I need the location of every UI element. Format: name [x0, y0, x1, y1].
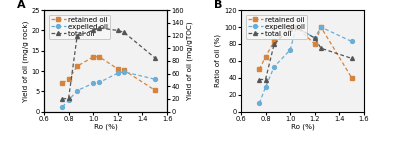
- expelled oil: [91, 82, 96, 84]
- Line: retained oil: retained oil: [60, 55, 157, 92]
- expelled oil: [152, 78, 157, 80]
- total oil: [152, 57, 157, 59]
- retained oil: [257, 68, 262, 70]
- expelled oil: [75, 90, 80, 91]
- Line: total oil: total oil: [60, 26, 157, 101]
- total oil: [288, 28, 292, 30]
- total oil: [294, 26, 299, 28]
- total oil: [60, 98, 65, 100]
- expelled oil: [116, 72, 120, 74]
- retained oil: [75, 65, 80, 67]
- retained oil: [66, 78, 71, 80]
- X-axis label: Ro (%): Ro (%): [94, 123, 118, 130]
- retained oil: [318, 26, 323, 28]
- total oil: [312, 37, 317, 39]
- Line: expelled oil: expelled oil: [60, 70, 157, 109]
- expelled oil: [60, 106, 65, 108]
- expelled oil: [263, 86, 268, 88]
- total oil: [349, 58, 354, 59]
- retained oil: [116, 68, 120, 70]
- total oil: [75, 35, 80, 36]
- retained oil: [288, 26, 292, 28]
- retained oil: [312, 43, 317, 45]
- Line: total oil: total oil: [258, 25, 354, 81]
- retained oil: [294, 26, 299, 28]
- retained oil: [91, 56, 96, 58]
- retained oil: [122, 69, 126, 71]
- Line: expelled oil: expelled oil: [258, 25, 354, 105]
- total oil: [257, 79, 262, 80]
- total oil: [263, 79, 268, 80]
- retained oil: [263, 56, 268, 58]
- total oil: [122, 31, 126, 33]
- Y-axis label: Yield of oil (mg/g rock): Yield of oil (mg/g rock): [22, 20, 28, 102]
- total oil: [116, 30, 120, 31]
- total oil: [318, 47, 323, 49]
- retained oil: [60, 82, 65, 84]
- Text: A: A: [17, 0, 26, 10]
- expelled oil: [294, 26, 299, 28]
- Legend: retained oil, expelled oil, total oil: retained oil, expelled oil, total oil: [246, 15, 307, 39]
- expelled oil: [97, 81, 102, 83]
- Y-axis label: Ratio of oil (%): Ratio of oil (%): [215, 34, 221, 87]
- retained oil: [272, 41, 276, 42]
- Text: B: B: [214, 0, 222, 10]
- total oil: [272, 43, 276, 45]
- Line: retained oil: retained oil: [258, 25, 354, 80]
- Y-axis label: Yield of oil (mg/gTOC): Yield of oil (mg/gTOC): [187, 22, 193, 100]
- expelled oil: [312, 37, 317, 39]
- X-axis label: Ro (%): Ro (%): [290, 123, 314, 130]
- Legend: retained oil, expelled oil, total oil: retained oil, expelled oil, total oil: [49, 15, 110, 39]
- retained oil: [152, 89, 157, 91]
- expelled oil: [318, 26, 323, 28]
- total oil: [66, 97, 71, 99]
- total oil: [91, 30, 96, 31]
- retained oil: [97, 56, 102, 58]
- expelled oil: [257, 102, 262, 104]
- expelled oil: [349, 41, 354, 42]
- total oil: [97, 27, 102, 29]
- expelled oil: [66, 99, 71, 101]
- expelled oil: [272, 66, 276, 68]
- expelled oil: [288, 49, 292, 51]
- expelled oil: [122, 71, 126, 73]
- retained oil: [349, 77, 354, 79]
